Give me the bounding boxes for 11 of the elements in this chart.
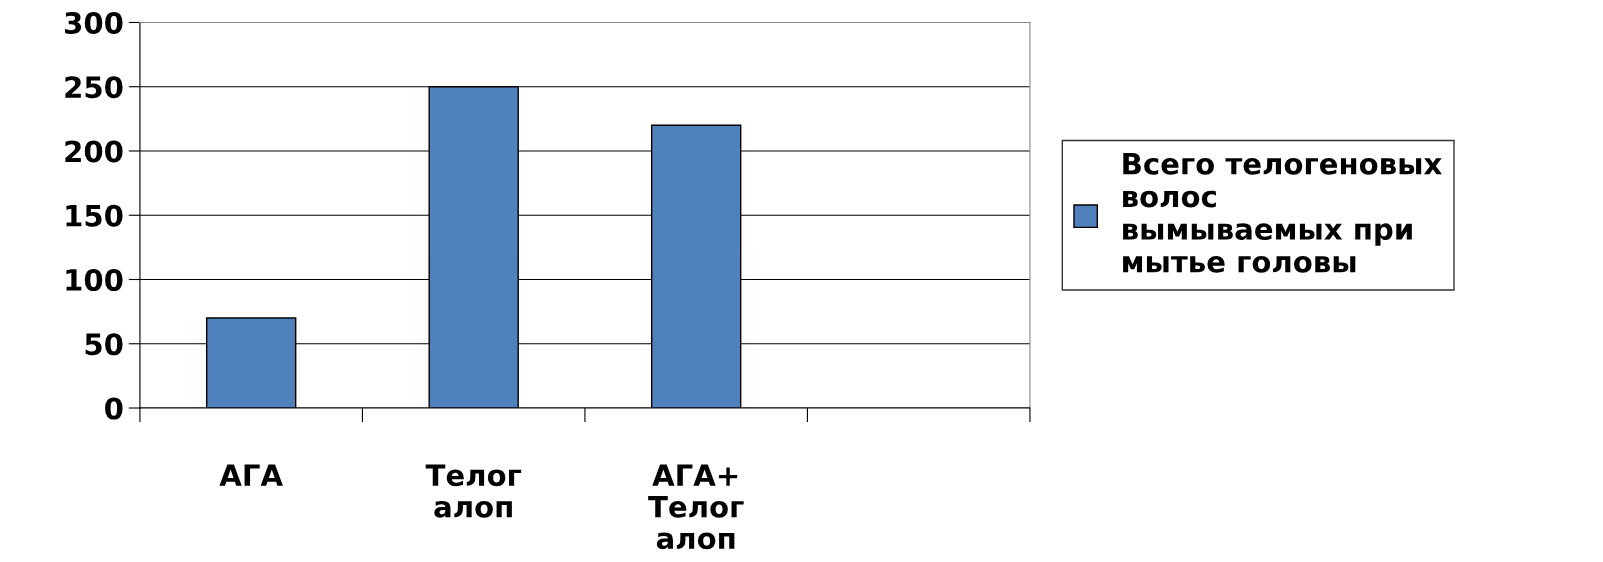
y-tick-label: 50 [85, 333, 123, 356]
y-tick-label: 300 [65, 11, 123, 34]
y-tick-label: 250 [65, 76, 123, 99]
legend-label: Всего телогеновых волос вымываемых при мытье головы [1123, 153, 1442, 273]
x-tick-label: АГА+ Телог алоп [648, 464, 744, 550]
y-tick-label: 100 [66, 268, 123, 291]
y-tick-label: 0 [105, 397, 123, 420]
y-tick-label: 200 [65, 140, 123, 163]
x-tick-label: Телог алоп [425, 464, 522, 518]
x-tick-label: АГА [219, 464, 283, 486]
y-tick-label: 150 [66, 204, 123, 227]
